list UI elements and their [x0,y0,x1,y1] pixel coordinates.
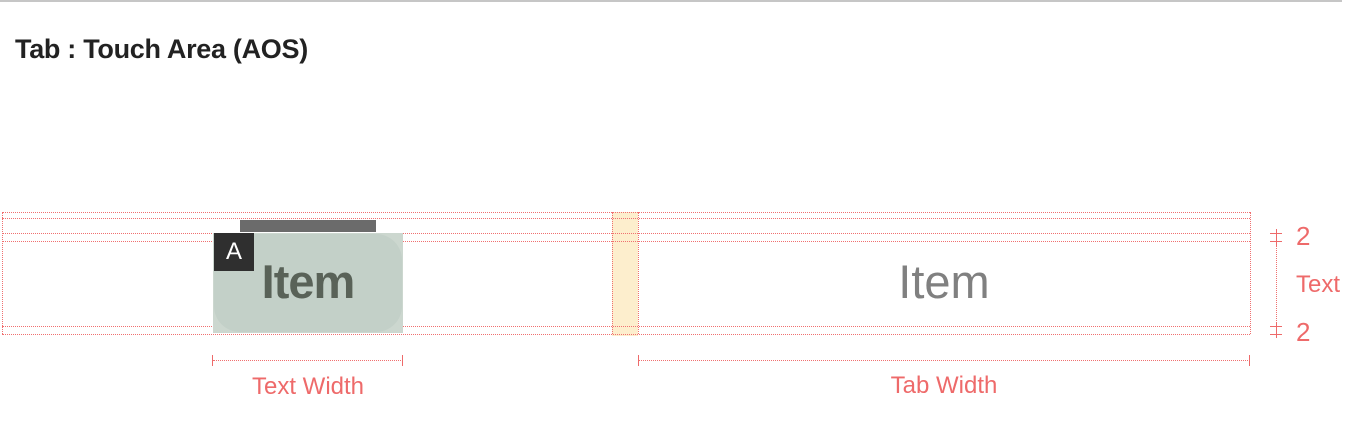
tab-gap-highlight [612,212,638,336]
guide-line-gap-left [612,212,613,334]
top-pad-bar [1276,229,1277,245]
bottom-pad-bar [1276,322,1277,338]
guide-line-right [1250,212,1251,334]
tab-width-label: Tab Width [890,372,998,399]
top-padding-value: 2 [1296,221,1311,251]
guide-line-text-start [2,241,1250,242]
guide-line-text-end [2,326,1250,327]
text-width-label: Text Width [251,373,365,400]
tab-width-tick-left [638,355,639,366]
guide-line-indicator [2,218,1250,219]
top-divider [0,0,1342,2]
text-width-tick-right [402,355,403,366]
tab-width-line [638,360,1250,361]
text-width-tick-left [212,355,213,366]
text-width-line [213,360,403,361]
tab-label-unselected: Item [898,255,990,308]
bottom-padding-value: 2 [1296,317,1311,347]
text-height-label: Text [1296,271,1341,298]
tab-width-tick-right [1249,355,1250,366]
guide-line-left [2,212,3,334]
text-height-line [1276,245,1277,323]
guide-line-text-top [2,233,1250,234]
selected-indicator [240,220,376,232]
guide-line-top [2,212,1250,213]
tab-label-selected: Item [261,255,356,308]
page-title: Tab : Touch Area (AOS) [15,34,308,64]
badge-a: A [214,233,254,271]
guide-line-gap-right [638,212,639,334]
guide-line-bottom [2,334,1250,335]
